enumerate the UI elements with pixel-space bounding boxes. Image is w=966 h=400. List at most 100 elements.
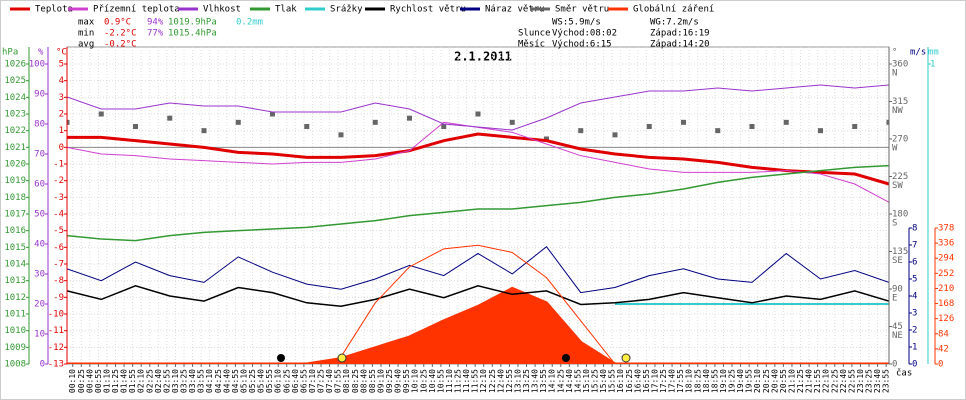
legend-label: Srážky (330, 5, 363, 15)
y-tick-label: 1012 (4, 293, 26, 303)
x-tick-label: 19:25 (728, 369, 737, 393)
x-tick-label: 13:10 (513, 369, 522, 393)
y-tick-label: 1 (59, 126, 64, 136)
direction-label: SE (892, 256, 903, 266)
y-tick-label: 100 (29, 60, 45, 70)
x-tick-label: 04:55 (231, 369, 240, 393)
x-tick-label: 07:25 (317, 369, 326, 393)
direction-label: N (892, 69, 897, 79)
x-tick-label: 19:55 (745, 369, 754, 393)
x-tick-label: 22:40 (839, 369, 848, 393)
x-tick-label: 08:25 (351, 369, 360, 393)
x-tick-label: 18:55 (710, 369, 719, 393)
y-tick-label: 1024 (4, 93, 26, 103)
x-tick-label: 01:55 (128, 369, 137, 393)
stat-value: 0.2mm (236, 18, 263, 28)
x-tick-label: 20:55 (779, 369, 788, 393)
y-tick-label: 1022 (4, 126, 26, 136)
y-tick-label: -3 (53, 193, 64, 203)
x-tick-label: 15:25 (591, 369, 600, 393)
x-tick-label: 09:40 (394, 369, 403, 393)
x-tick-label: 02:40 (154, 369, 163, 393)
x-tick-label: 08:40 (359, 369, 368, 393)
y-tick-label: 45 (892, 322, 903, 332)
stat-label: min (78, 29, 94, 39)
x-tick-label: 15:55 (608, 369, 617, 393)
x-tick-label: 08:55 (368, 369, 377, 393)
x-tick-label: 13:55 (539, 369, 548, 393)
wind-stat: WS:5.9m/s (552, 18, 601, 28)
y-tick-label: 50 (34, 210, 45, 220)
x-tick-label: 09:10 (376, 369, 385, 393)
y-tick-label: -2 (53, 176, 64, 186)
x-tick-label: 13:40 (531, 369, 540, 393)
legend-label: Směr větru (555, 5, 609, 15)
y-tick-label: 168 (938, 299, 954, 309)
stat-value: -2.2°C (104, 29, 137, 39)
x-tick-label: 07:10 (308, 369, 317, 393)
x-tick-label: 14:25 (556, 369, 565, 393)
y-tick-label: 3 (912, 309, 917, 319)
y-tick-label: 7 (912, 241, 917, 251)
y-tick-label: 360 (892, 60, 908, 70)
y-tick-label: -13 (48, 360, 64, 370)
x-tick-label: 17:40 (668, 369, 677, 393)
y-tick-label: 1020 (4, 160, 26, 170)
y-tick-label: 135 (892, 247, 908, 257)
direction-point (749, 124, 755, 129)
x-tick-label: 11:25 (454, 369, 463, 393)
direction-point (783, 119, 789, 125)
x-tick-label: 10:10 (411, 369, 420, 393)
y-tick-label: 1009 (4, 343, 26, 353)
stat-value: 94% (147, 18, 164, 28)
x-tick-label: 20:10 (753, 369, 762, 393)
y-tick-label: -9 (53, 293, 64, 303)
x-tick-label: 21:10 (787, 369, 796, 393)
x-tick-label: 16:10 (616, 369, 625, 393)
y-tick-label: 294 (938, 254, 954, 264)
sun-set: Západ:16:19 (650, 29, 710, 39)
stat-value: 1019.9hPa (168, 18, 217, 28)
y-tick-label: 80 (34, 120, 45, 130)
direction-point (441, 124, 447, 129)
axis-unit: % (38, 48, 44, 58)
y-tick-label: -5 (53, 226, 64, 236)
x-tick-label: 04:40 (222, 369, 231, 393)
x-tick-label: 01:25 (111, 369, 120, 393)
axis-unit: hPa (2, 48, 18, 58)
x-tick-label: 23:10 (856, 369, 865, 393)
x-tick-label: 11:40 (462, 369, 471, 393)
y-tick-label: 0 (892, 360, 897, 370)
direction-point (886, 119, 889, 125)
x-tick-label: 17:25 (659, 369, 668, 393)
series-line (67, 285, 889, 307)
x-tick-label: 15:10 (582, 369, 591, 393)
direction-label: NE (892, 331, 903, 341)
x-tick-label: 04:25 (214, 369, 223, 393)
y-tick-label: 1011 (4, 310, 26, 320)
direction-point (818, 128, 823, 134)
y-tick-label: 1017 (4, 210, 26, 220)
y-tick-label: 1013 (4, 276, 26, 286)
x-tick-label: 05:55 (265, 369, 274, 393)
y-tick-label: 252 (938, 269, 954, 279)
x-tick-label: 18:10 (685, 369, 694, 393)
series-area (67, 286, 889, 364)
stat-value: 0.9°C (104, 18, 131, 28)
x-tick-label: 04:10 (205, 369, 214, 393)
y-tick-label: 84 (938, 329, 949, 339)
direction-point (475, 111, 481, 117)
plot (67, 47, 889, 364)
x-tick-label: 10:40 (428, 369, 437, 393)
y-tick-label: 1021 (4, 143, 26, 153)
direction-point (133, 124, 138, 129)
x-tick-label: 00:25 (77, 369, 86, 393)
direction-point (270, 111, 275, 117)
x-tick-label: 02:10 (137, 369, 146, 393)
y-tick-label: 3 (59, 93, 64, 103)
y-tick-label: 0 (938, 360, 943, 370)
direction-point (98, 111, 104, 117)
x-tick-label: 15:40 (599, 369, 608, 393)
y-tick-label: 1010 (4, 326, 26, 336)
y-tick-label: 336 (938, 239, 954, 249)
